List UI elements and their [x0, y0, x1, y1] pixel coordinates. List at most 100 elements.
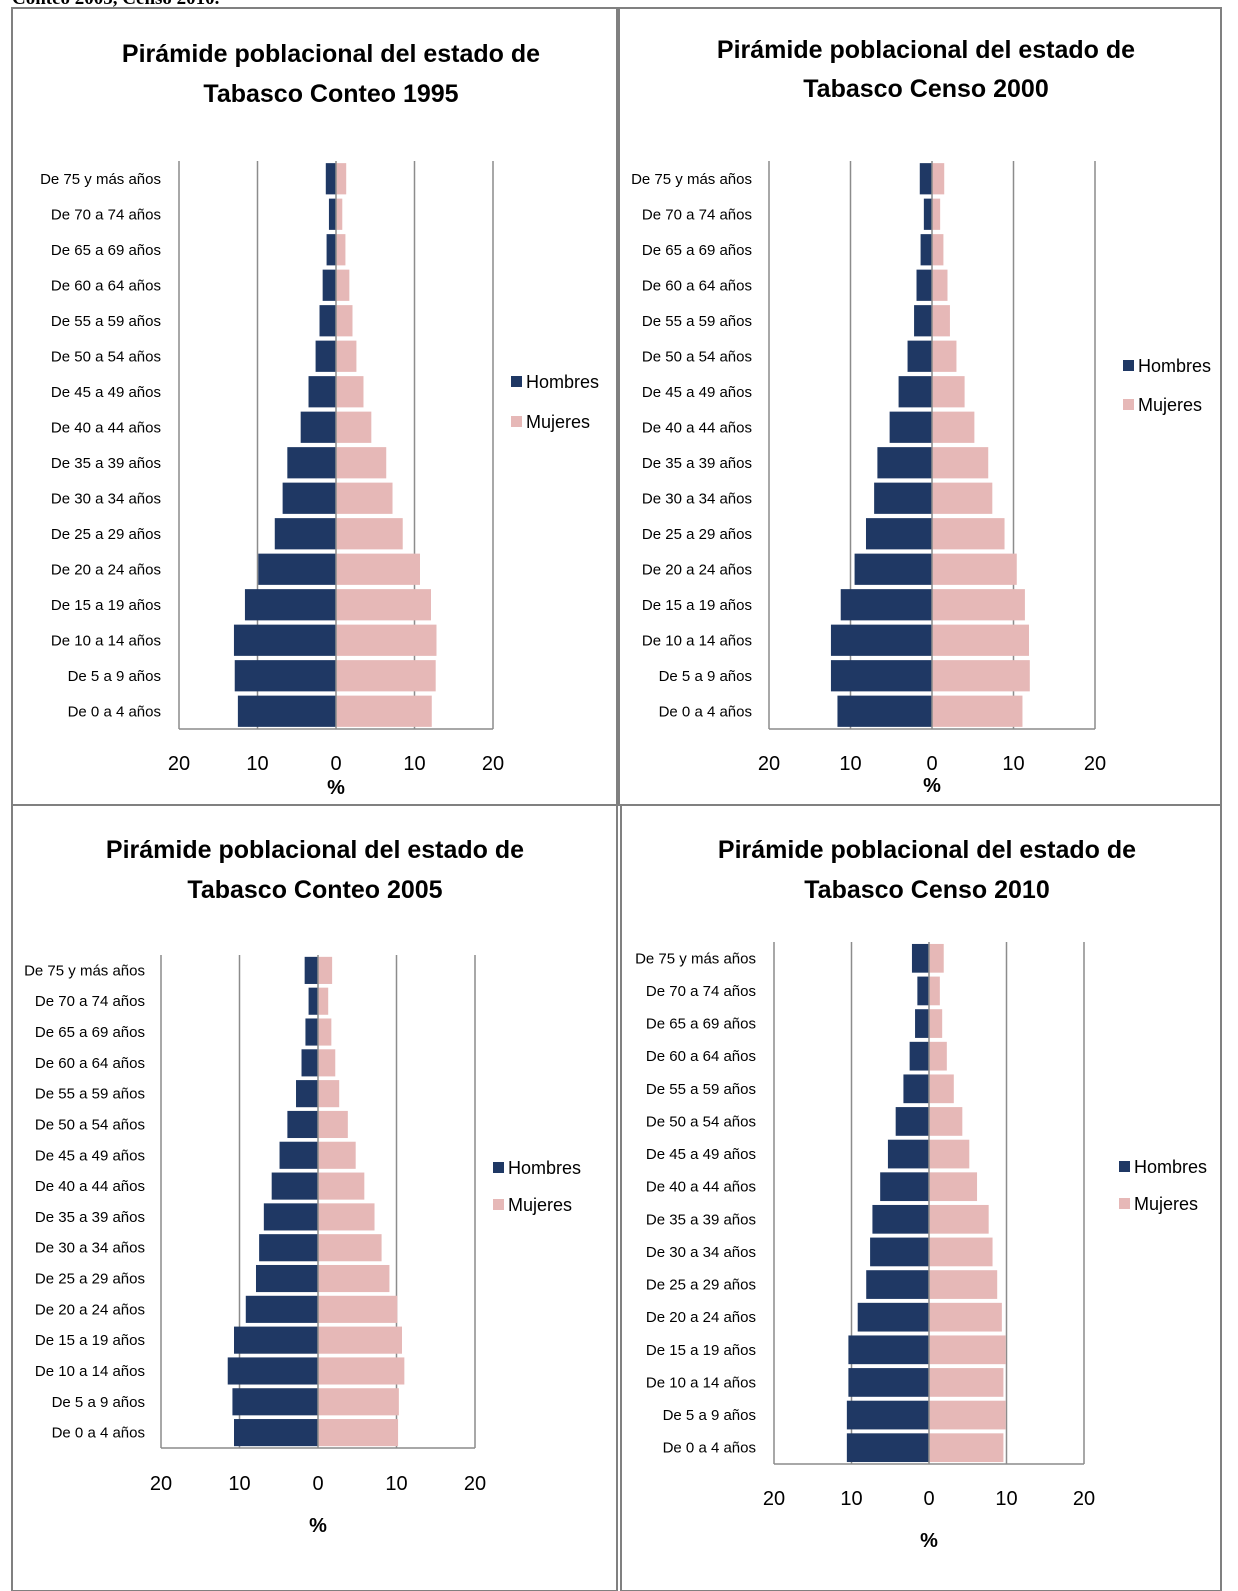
bar-mujeres-16 [336, 163, 347, 195]
bar-hombres-10 [898, 376, 932, 408]
category-label: De 10 a 14 años [642, 632, 752, 649]
bar-mujeres-15 [929, 976, 940, 1006]
bar-hombres-12 [903, 1074, 929, 1104]
bar-mujeres-11 [336, 340, 357, 372]
category-label: De 35 a 39 años [646, 1211, 756, 1228]
category-label: De 25 a 29 años [642, 526, 752, 543]
category-label: De 25 a 29 años [35, 1271, 145, 1288]
bar-mujeres-7 [318, 1234, 382, 1262]
bar-mujeres-12 [336, 305, 353, 337]
legend-label-hombres: Hombres [1134, 1157, 1207, 1177]
category-label: De 50 a 54 años [642, 348, 752, 365]
x-tick-label: 0 [330, 753, 341, 775]
bar-mujeres-1 [336, 695, 432, 727]
category-label: De 35 a 39 años [35, 1209, 145, 1226]
bar-hombres-11 [907, 340, 932, 372]
bar-mujeres-9 [336, 411, 372, 443]
chart-2: Pirámide poblacional del estado de Tabasc… [631, 36, 1211, 797]
x-tick-label: 10 [385, 1473, 407, 1495]
bar-hombres-10 [308, 376, 336, 408]
category-label: De 30 a 34 años [642, 490, 752, 507]
bar-mujeres-14 [932, 234, 944, 266]
bar-mujeres-8 [336, 447, 387, 479]
category-label: De 15 a 19 años [646, 1342, 756, 1359]
bar-hombres-10 [887, 1139, 929, 1169]
bar-mujeres-10 [318, 1141, 356, 1169]
bar-mujeres-9 [932, 411, 975, 443]
category-label: De 15 a 19 años [51, 597, 161, 614]
bar-hombres-1 [846, 1433, 929, 1463]
legend-label-mujeres: Mujeres [526, 412, 590, 432]
bar-hombres-2 [846, 1400, 929, 1430]
bar-mujeres-4 [929, 1335, 1006, 1365]
bar-mujeres-16 [929, 943, 944, 973]
bar-hombres-16 [304, 956, 318, 984]
x-tick-label: 20 [168, 753, 190, 775]
bar-hombres-5 [258, 553, 336, 585]
category-label: De 70 a 74 años [35, 993, 145, 1010]
chart-title-line: Pirámide poblacional del estado de [122, 40, 540, 68]
category-label: De 25 a 29 años [646, 1277, 756, 1294]
category-label: De 35 a 39 años [642, 455, 752, 472]
bar-mujeres-7 [932, 482, 993, 514]
bar-hombres-2 [232, 1388, 318, 1416]
bar-mujeres-13 [932, 269, 948, 301]
bar-hombres-7 [282, 482, 336, 514]
bar-mujeres-15 [318, 987, 329, 1015]
bar-hombres-9 [880, 1172, 929, 1202]
legend-label-mujeres: Mujeres [1138, 395, 1202, 415]
bar-hombres-3 [227, 1357, 318, 1385]
bar-mujeres-6 [336, 518, 403, 550]
legend-swatch-mujeres [493, 1199, 504, 1210]
bar-mujeres-3 [932, 624, 1029, 656]
bar-hombres-11 [895, 1107, 929, 1136]
bar-hombres-11 [315, 340, 336, 372]
bar-hombres-8 [263, 1203, 318, 1231]
legend-swatch-mujeres [1119, 1198, 1130, 1209]
bar-hombres-16 [919, 163, 932, 195]
bar-mujeres-15 [932, 198, 941, 230]
category-label: De 5 a 9 años [68, 668, 161, 685]
chart-title-line: Tabasco Censo 2000 [803, 75, 1048, 103]
x-tick-label: 20 [464, 1473, 486, 1495]
bar-hombres-14 [915, 1009, 929, 1038]
bar-hombres-9 [271, 1172, 318, 1200]
category-label: De 20 a 24 años [35, 1301, 145, 1318]
x-tick-label: 20 [1073, 1488, 1095, 1510]
category-label: De 25 a 29 años [51, 526, 161, 543]
bar-mujeres-6 [929, 1270, 998, 1299]
category-label: De 75 y más años [631, 171, 752, 188]
bar-hombres-13 [322, 269, 336, 301]
x-tick-label: 20 [482, 753, 504, 775]
bar-mujeres-10 [336, 376, 364, 408]
chart-title-line: Tabasco Conteo 2005 [187, 876, 442, 904]
bar-mujeres-14 [336, 234, 346, 266]
category-label: De 30 a 34 años [646, 1244, 756, 1261]
bar-mujeres-2 [318, 1388, 399, 1416]
category-label: De 75 y más años [24, 962, 145, 979]
legend-label-hombres: Hombres [1138, 356, 1211, 376]
bar-mujeres-1 [318, 1419, 399, 1447]
bar-mujeres-9 [929, 1172, 978, 1202]
category-label: De 0 a 4 años [68, 703, 161, 720]
x-tick-label: 20 [763, 1488, 785, 1510]
category-label: De 75 y más años [635, 950, 756, 967]
category-label: De 5 a 9 años [52, 1394, 145, 1411]
bar-mujeres-10 [929, 1139, 970, 1169]
category-label: De 55 a 59 años [51, 313, 161, 330]
bar-mujeres-10 [932, 376, 965, 408]
bar-mujeres-16 [318, 956, 333, 984]
bar-mujeres-7 [929, 1237, 993, 1267]
category-label: De 60 a 64 años [646, 1048, 756, 1065]
bar-mujeres-8 [932, 447, 989, 479]
bar-hombres-5 [245, 1295, 318, 1323]
bar-mujeres-6 [318, 1264, 390, 1293]
bar-hombres-13 [301, 1049, 318, 1077]
category-label: De 50 a 54 años [35, 1116, 145, 1133]
bar-hombres-2 [830, 660, 932, 692]
category-label: De 60 a 64 años [642, 277, 752, 294]
category-label: De 10 a 14 años [35, 1363, 145, 1380]
bar-mujeres-12 [929, 1074, 954, 1104]
bar-hombres-7 [870, 1237, 929, 1267]
